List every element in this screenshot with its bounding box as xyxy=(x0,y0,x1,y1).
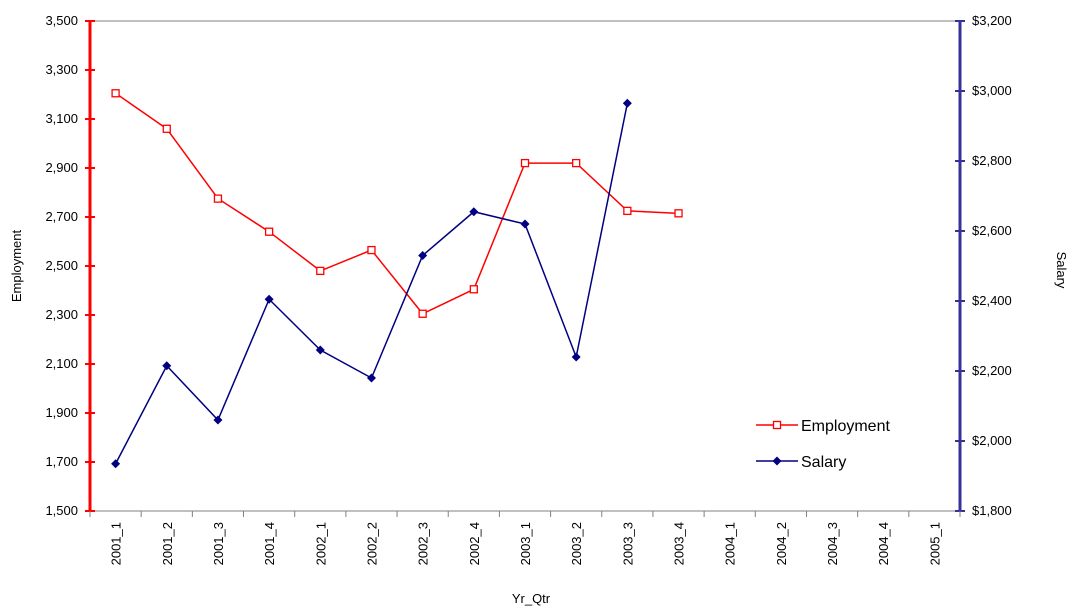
left-tick-label: 2,500 xyxy=(45,258,78,273)
data-point-employment xyxy=(674,209,683,218)
x-tick-label: 2001_2 xyxy=(160,522,175,565)
plot-frame xyxy=(90,20,960,512)
x-tick-label: 2002_2 xyxy=(364,522,379,565)
data-point-salary xyxy=(571,352,581,362)
x-tick-label: 2004_4 xyxy=(876,522,891,565)
right-tick-label: $1,800 xyxy=(972,503,1012,518)
x-tick-label: 2005_1 xyxy=(927,522,942,565)
x-axis: 2001_1 2001_2 2001_3 2001_4 2002_1 2002_2 2002… xyxy=(89,511,961,565)
data-point-salary xyxy=(213,415,223,425)
data-point-employment xyxy=(520,158,530,168)
series-layer xyxy=(111,89,683,469)
right-tick-label: $2,400 xyxy=(972,293,1012,308)
data-point-salary xyxy=(622,98,632,108)
left-tick-label: 1,700 xyxy=(45,454,78,469)
data-point-salary xyxy=(366,373,376,383)
y-axis-left-title: Employment xyxy=(9,229,24,302)
x-tick-label: 2003_1 xyxy=(518,522,533,565)
data-point-employment xyxy=(213,194,223,203)
data-point-salary xyxy=(315,345,325,355)
x-tick-label: 2004_3 xyxy=(825,522,840,565)
left-tick-label: 3,500 xyxy=(45,13,78,28)
x-tick-label: 2001_4 xyxy=(262,522,277,565)
x-tick-label: 2003_3 xyxy=(620,522,635,565)
data-point-employment xyxy=(111,89,120,98)
data-point-salary xyxy=(469,207,479,217)
left-tick-label: 1,900 xyxy=(45,405,78,420)
x-tick-label: 2002_1 xyxy=(313,522,328,565)
series-line-employment xyxy=(115,92,679,315)
left-y-axis: 1,500 1,700 1,900 2,100 2,300 2,500 2,700 2,900… xyxy=(45,13,95,518)
right-y-axis: $1,800 $2,000 $2,200 $2,400 $2,600 $2,800 $3,0… xyxy=(955,13,1012,518)
x-tick-label: 2003_4 xyxy=(672,522,687,565)
data-point-employment xyxy=(367,245,376,255)
x-tick-label: 2002_4 xyxy=(467,522,482,565)
data-point-salary xyxy=(520,219,530,229)
data-point-employment xyxy=(316,266,325,276)
data-point-salary xyxy=(418,251,428,260)
legend-label-employment: Employment xyxy=(801,418,890,435)
data-point-salary xyxy=(111,459,121,469)
right-tick-label: $2,600 xyxy=(972,223,1012,238)
left-tick-label: 2,900 xyxy=(45,160,78,175)
data-point-employment xyxy=(623,206,632,216)
y-axis-right-title: Salary xyxy=(1054,252,1068,289)
left-tick-label: 1,500 xyxy=(45,503,78,518)
x-tick-label: 2004_1 xyxy=(723,522,738,565)
data-point-employment xyxy=(418,309,427,318)
data-point-employment xyxy=(572,158,581,168)
legend-label-salary: Salary xyxy=(801,454,846,471)
left-tick-label: 2,300 xyxy=(45,307,78,322)
right-tick-label: $3,200 xyxy=(972,13,1012,28)
x-tick-label: 2002_3 xyxy=(416,522,431,565)
series-line-salary xyxy=(114,103,629,465)
left-tick-label: 2,100 xyxy=(45,356,78,371)
data-point-employment xyxy=(162,124,171,133)
data-point-employment xyxy=(264,227,274,236)
left-tick-label: 3,100 xyxy=(45,111,78,126)
data-point-salary xyxy=(264,294,274,304)
x-tick-label: 2003_2 xyxy=(569,522,584,565)
left-tick-label: 3,300 xyxy=(45,62,78,77)
right-tick-label: $2,200 xyxy=(972,363,1012,378)
x-tick-label: 2001_3 xyxy=(211,522,226,565)
right-tick-label: $2,800 xyxy=(972,153,1012,168)
x-tick-label: 2001_1 xyxy=(109,522,124,565)
right-tick-label: $2,000 xyxy=(972,433,1012,448)
x-tick-label: 2004_2 xyxy=(774,522,789,565)
legend-marker-salary xyxy=(772,456,782,466)
legend-marker-employment xyxy=(772,420,782,430)
left-tick-label: 2,700 xyxy=(45,209,78,224)
x-axis-title: Yr_Qtr xyxy=(512,591,551,606)
legend: Employment Salary xyxy=(756,418,890,471)
data-point-employment xyxy=(469,285,478,294)
data-point-salary xyxy=(162,361,172,371)
right-tick-label: $3,000 xyxy=(972,83,1012,98)
